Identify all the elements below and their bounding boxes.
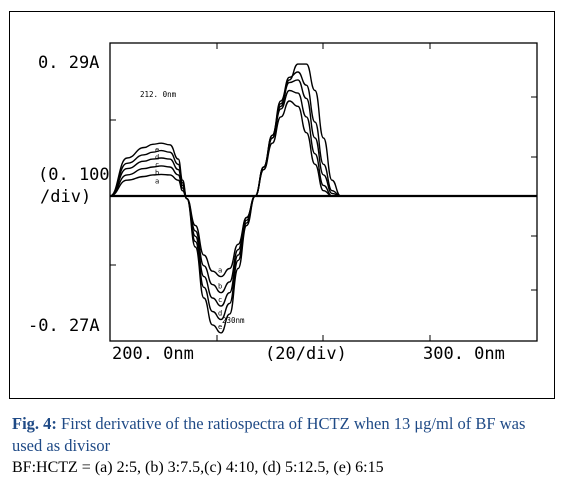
series-label-upper-d: d [155,154,159,162]
series-label-upper-c: c [155,161,159,169]
y-axis-ticks [110,42,537,291]
series-label-lower-d: d [218,310,222,318]
y-label-bottom: -0. 27A [28,316,100,336]
caption-line-1: Fig. 4: First derivative of the ratiospe… [12,413,557,457]
series-label-lower-c: c [218,296,222,304]
y-label-middle-1: (0. 100 [38,165,110,185]
series-label-lower-e: e [218,323,222,331]
x-label-right: 300. 0nm [423,344,505,364]
series-line-c [109,79,537,307]
series-label-lower-b: b [218,283,222,291]
series-label-upper-b: b [155,169,159,177]
series-line-a [109,100,537,278]
x-axis-ticks [216,43,431,341]
series-label-upper-e: e [155,146,159,154]
series-line-e [109,63,537,334]
y-label-top: 0. 29A [38,53,99,73]
caption-text: First derivative of the ratiospectra of … [12,414,526,455]
plot-box [109,42,538,342]
figure-number: Fig. 4: [12,414,57,433]
series-label-upper-a: a [155,177,159,185]
figure-caption: Fig. 4: First derivative of the ratiospe… [12,413,557,479]
y-label-middle-2: /div) [40,187,91,207]
caption-ratios: BF:HCTZ = (a) 2:5, (b) 3:7.5,(c) 4:10, (… [12,459,384,476]
figure-frame [9,11,555,399]
x-label-left: 200. 0nm [112,344,194,364]
series-label-lower-a: a [218,267,222,275]
series-line-b [109,89,537,294]
annotation-212nm: 212. 0nm [140,90,177,99]
x-label-middle: (20/div) [265,344,347,364]
annotation-230nm: 230nm [222,316,245,325]
